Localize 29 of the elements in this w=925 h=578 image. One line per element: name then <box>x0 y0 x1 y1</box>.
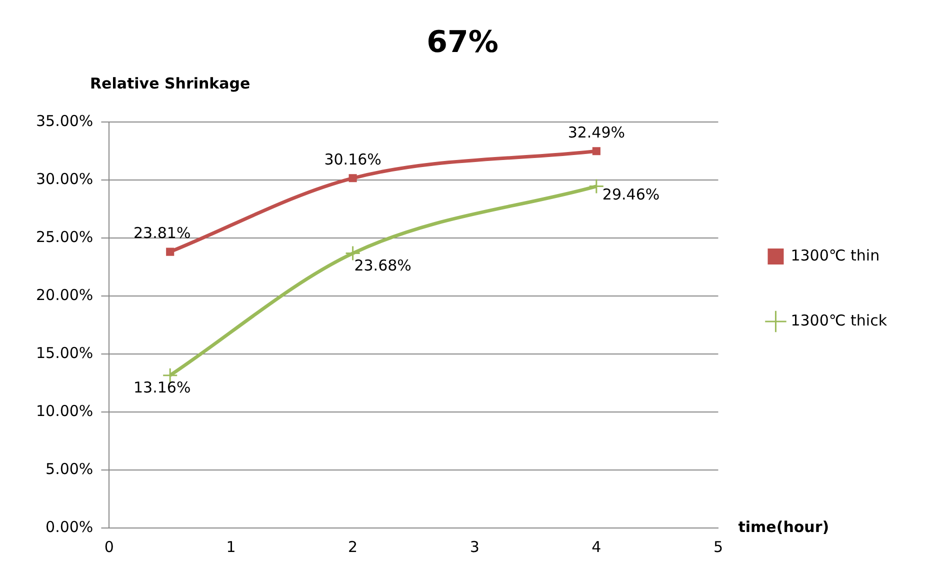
data-label: 29.46% <box>602 186 660 204</box>
chart-title: 67% <box>426 24 498 60</box>
x-tick-label: 5 <box>713 538 723 556</box>
legend-label: 1300℃ thick <box>790 311 888 330</box>
x-tick-label: 1 <box>226 538 236 556</box>
x-axis-title: time(hour) <box>738 518 830 536</box>
x-tick-label: 0 <box>104 538 114 556</box>
y-tick-label: 10.00% <box>36 402 94 420</box>
point <box>592 147 600 156</box>
y-tick-label: 20.00% <box>36 286 94 304</box>
point <box>166 248 174 256</box>
data-label: 30.16% <box>324 150 382 169</box>
x-tick-label: 3 <box>470 538 480 556</box>
data-label: 23.81% <box>133 224 191 242</box>
data-label: 23.68% <box>354 256 412 275</box>
y-tick-label: 15.00% <box>36 344 94 362</box>
y-tick-label: 25.00% <box>36 228 94 246</box>
y-tick-label: 30.00% <box>36 170 94 188</box>
y-tick-label: 0.00% <box>46 518 94 536</box>
y-tick-label: 35.00% <box>36 112 94 130</box>
x-tick-label: 2 <box>348 538 358 556</box>
x-tick-label: 4 <box>592 538 602 556</box>
point <box>348 174 357 182</box>
y-tick-label: 5.00% <box>46 460 94 478</box>
point <box>588 178 604 194</box>
legend-label: 1300℃ thin <box>790 246 880 264</box>
y-axis-title: Relative Shrinkage <box>90 74 250 92</box>
data-label: 32.49% <box>568 124 626 142</box>
data-label: 13.16% <box>133 378 191 397</box>
